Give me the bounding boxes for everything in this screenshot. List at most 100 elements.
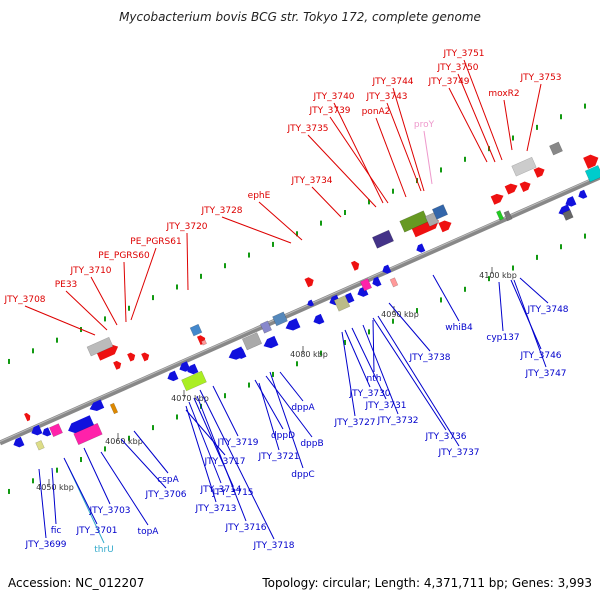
forward-gene-arrow-shape xyxy=(504,183,518,195)
forward-gene-arrow xyxy=(304,277,314,288)
leader-jty-3721 xyxy=(258,382,280,451)
leader-dppb xyxy=(265,375,313,438)
track-tick xyxy=(560,114,562,120)
track-tick xyxy=(104,316,106,322)
track-tick xyxy=(440,167,442,173)
scale-label: 4050 kbp xyxy=(36,483,74,492)
reverse-gene-arrow xyxy=(285,318,301,331)
gene-label-dppa: dppA xyxy=(291,403,315,413)
gene-box-body xyxy=(359,278,373,292)
gene-label-jty-3748: JTY_3748 xyxy=(526,305,568,315)
gene-label-jty-3719: JTY_3719 xyxy=(216,438,258,448)
gene-label-jty-3731: JTY_3731 xyxy=(364,401,406,411)
gene-label-jty-3699: JTY_3699 xyxy=(24,540,66,550)
forward-gene-arrow-shape xyxy=(583,154,599,169)
gene-label-jty-3743: JTY_3743 xyxy=(365,92,407,102)
track-tick xyxy=(392,188,394,194)
leader-jty-3751 xyxy=(463,59,503,161)
gene-box-body xyxy=(503,210,513,222)
leader-jty-3699 xyxy=(38,468,47,539)
gene-label-pona2: ponA2 xyxy=(362,107,391,117)
track-tick xyxy=(152,295,154,301)
leader-jty-3718 xyxy=(199,389,275,540)
gene-box xyxy=(511,156,537,177)
leader-jty-3748 xyxy=(519,277,549,304)
gene-label-jty-3734: JTY_3734 xyxy=(290,176,332,186)
gene-box-body xyxy=(496,210,504,221)
gene-box xyxy=(431,204,449,220)
gene-label-jty-3737: JTY_3737 xyxy=(437,448,479,458)
gene-box-body xyxy=(181,370,207,392)
scale-label: 4060 kbp xyxy=(105,437,143,446)
gene-label-jty-3717: JTY_3717 xyxy=(203,457,245,467)
track-tick xyxy=(344,339,346,345)
leader-jty-3730 xyxy=(344,329,371,388)
leader-nth xyxy=(372,319,375,373)
gene-label-jty-3730: JTY_3730 xyxy=(348,389,390,399)
track-tick xyxy=(152,425,154,431)
leader-jty-3739 xyxy=(329,116,389,204)
gene-label-jty-3706: JTY_3706 xyxy=(144,490,186,500)
gene-labels: JTY_3708 PE33 JTY_3710 PE_PGRS60 PE_PGRS61 JT… xyxy=(3,49,568,555)
gene-label-cyp137: cyp137 xyxy=(486,333,519,343)
gene-label-topa: topA xyxy=(138,527,160,537)
track-tick xyxy=(224,263,226,269)
gene-label-pe33: PE33 xyxy=(55,280,78,290)
leader-jty-3728 xyxy=(221,216,292,244)
gene-label-jty-3735: JTY_3735 xyxy=(286,124,328,134)
leader-pona2 xyxy=(375,117,407,198)
gene-box-body xyxy=(189,323,203,337)
gene-label-jty-3721: JTY_3721 xyxy=(257,452,299,462)
track-guides: 4050 kbp 4060 kbp 4070 kbp 4080 kbp 4090 kbp… xyxy=(8,103,586,494)
reverse-gene-arrow-shape xyxy=(372,276,382,287)
gene-label-jty-3716: JTY_3716 xyxy=(224,523,266,533)
gene-label-moxr2: moxR2 xyxy=(488,89,519,99)
gene-box xyxy=(549,141,563,156)
reverse-gene-arrow-shape xyxy=(578,189,588,199)
gene-label-fic: fic xyxy=(51,526,62,536)
gene-box-body xyxy=(372,229,394,249)
gene-box xyxy=(73,422,103,446)
track-tick xyxy=(176,284,178,290)
track-tick xyxy=(584,103,586,109)
forward-gene-arrow xyxy=(438,220,452,233)
forward-gene-arrow xyxy=(350,260,360,271)
track-tick xyxy=(536,254,538,260)
leader-jty-3732 xyxy=(362,324,399,415)
track-tick xyxy=(128,435,130,441)
reverse-gene-arrow xyxy=(42,427,52,437)
track-tick xyxy=(8,488,10,494)
leader-jty-3753 xyxy=(526,83,542,152)
gene-label-jty-3715: JTY_3715 xyxy=(211,488,253,498)
track-tick xyxy=(104,446,106,452)
track-tick xyxy=(32,348,34,354)
gene-box xyxy=(259,320,273,334)
leader-jty-3701 xyxy=(63,457,98,525)
track-tick xyxy=(464,286,466,292)
gene-label-jty-3740: JTY_3740 xyxy=(312,92,354,102)
leader-proy xyxy=(423,130,433,185)
gene-box-body xyxy=(431,204,449,220)
label-leaders xyxy=(24,59,549,544)
reverse-gene-arrow-shape xyxy=(307,299,314,307)
track-tick xyxy=(416,308,418,314)
gene-label-nth: nth xyxy=(367,374,382,384)
gene-box-body xyxy=(562,209,574,221)
gene-box xyxy=(372,229,394,249)
gene-label-jty-3710: JTY_3710 xyxy=(69,266,111,276)
gene-box-body xyxy=(333,295,351,312)
reverse-gene-arrow xyxy=(263,335,279,349)
gene-label-jty-3732: JTY_3732 xyxy=(376,416,418,426)
forward-gene-arrow xyxy=(490,193,504,205)
gene-box-body xyxy=(584,165,600,183)
track-tick xyxy=(128,305,130,311)
forward-gene-arrow-shape xyxy=(533,167,545,178)
track-tick xyxy=(224,393,226,399)
gene-box-body xyxy=(272,311,288,327)
reverse-gene-arrow-shape xyxy=(167,370,179,382)
forward-gene-arrow xyxy=(504,183,518,195)
forward-gene-arrow xyxy=(141,352,150,362)
leader-topa xyxy=(100,451,149,526)
track-tick xyxy=(440,297,442,303)
